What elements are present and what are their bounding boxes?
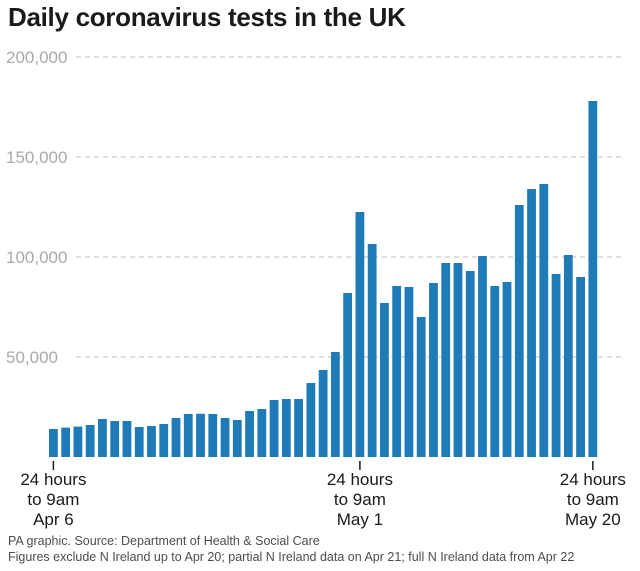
y-tick-label: 50,000 (6, 348, 58, 367)
bar (73, 426, 83, 457)
bar (49, 429, 58, 457)
bar (98, 419, 107, 457)
bar (122, 421, 132, 457)
bar (490, 286, 500, 457)
bar (453, 263, 463, 457)
y-tick-label: 200,000 (6, 48, 67, 67)
bar (61, 427, 71, 457)
bar (514, 205, 524, 457)
bar (318, 370, 328, 457)
bar (539, 184, 549, 457)
x-tick-label: Apr 6 (33, 510, 74, 529)
x-tick-label: 24 hours (20, 470, 86, 489)
bar (343, 293, 353, 457)
bar (416, 317, 426, 457)
x-tick-label: to 9am (27, 490, 79, 509)
bar (183, 414, 193, 457)
bar (171, 418, 181, 457)
bar (245, 411, 254, 457)
bar (576, 277, 585, 457)
bars (49, 101, 598, 457)
bar (232, 420, 242, 457)
data-note: Figures exclude N Ireland up to Apr 20; … (8, 550, 575, 564)
bar (392, 286, 402, 457)
bar (306, 383, 316, 457)
bar (527, 189, 536, 457)
x-tick-label: 24 hours (327, 470, 393, 489)
bar (257, 409, 267, 457)
x-tick-label: to 9am (567, 490, 619, 509)
bar (208, 414, 218, 457)
bar (367, 244, 377, 457)
bar (159, 424, 169, 457)
bar (220, 418, 230, 457)
bar (269, 400, 279, 457)
bar (355, 212, 365, 457)
bar (330, 352, 340, 457)
bar (85, 425, 95, 457)
bar (563, 255, 573, 457)
bar (134, 427, 144, 457)
bar (429, 283, 438, 457)
x-tick-label: May 1 (337, 510, 383, 529)
bar (380, 303, 389, 457)
y-axis-tick-labels: 50,000 100,000 150,000 200,000 (6, 48, 67, 367)
footer: PA graphic. Source: Department of Health… (8, 533, 574, 565)
bar (588, 101, 598, 457)
bar (294, 399, 303, 457)
bar (110, 421, 120, 457)
source-note: PA graphic. Source: Department of Health… (8, 534, 320, 548)
bar (404, 287, 414, 457)
chart-title: Daily coronavirus tests in the UK (8, 2, 406, 32)
y-tick-label: 150,000 (6, 148, 67, 167)
x-tick-label: 24 hours (560, 470, 626, 489)
x-tick-label: to 9am (334, 490, 386, 509)
bar (281, 399, 291, 457)
x-tick-label: May 20 (565, 510, 621, 529)
bar (551, 274, 561, 457)
bar (465, 271, 475, 457)
bar (147, 426, 156, 457)
bar (478, 256, 487, 457)
bar (196, 413, 205, 457)
bar (502, 282, 512, 457)
bar (441, 263, 451, 457)
y-tick-label: 100,000 (6, 248, 67, 267)
